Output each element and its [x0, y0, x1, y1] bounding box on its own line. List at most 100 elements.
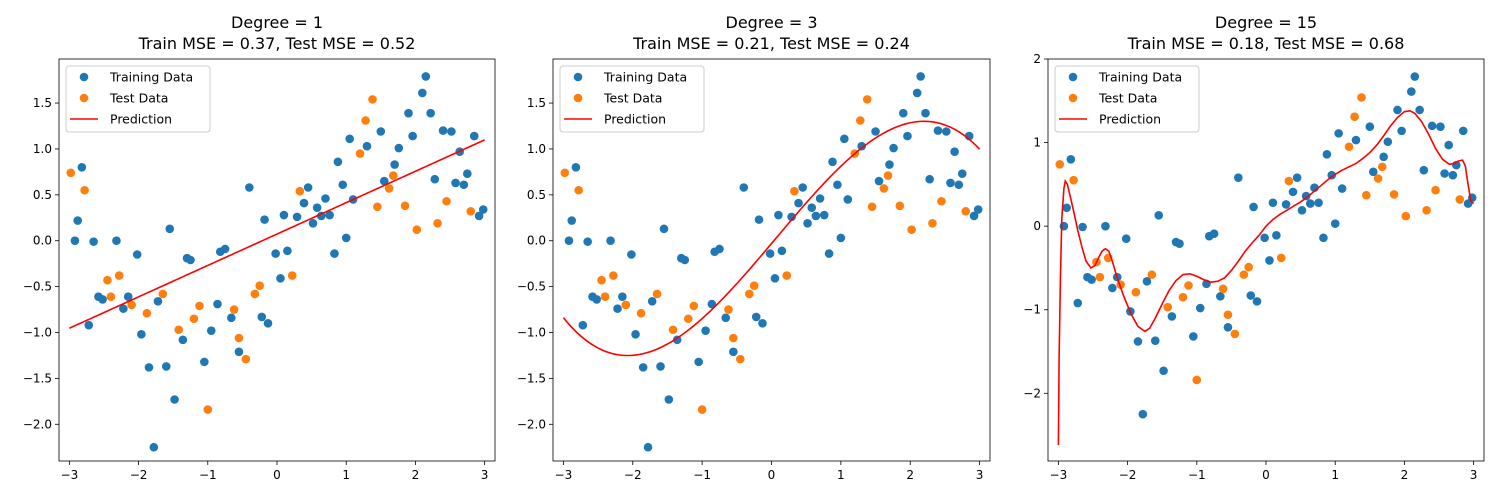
- training-point: [1383, 137, 1393, 147]
- training-point: [330, 249, 339, 258]
- training-point: [613, 304, 622, 313]
- training-point: [186, 255, 195, 265]
- test-point: [668, 325, 678, 335]
- test-point: [1357, 93, 1366, 102]
- x-tick-label: 2: [1401, 468, 1409, 482]
- training-point: [161, 362, 171, 371]
- training-point: [647, 297, 657, 306]
- training-point: [1351, 135, 1361, 145]
- training-point: [451, 178, 460, 188]
- training-point: [1305, 199, 1315, 208]
- training-point: [564, 236, 574, 246]
- training-point: [257, 312, 267, 322]
- training-point: [912, 88, 922, 98]
- training-point: [819, 210, 829, 220]
- test-point: [103, 275, 112, 285]
- training-point: [664, 395, 674, 404]
- y-tick-label: 0.5: [527, 188, 546, 202]
- training-point: [1159, 366, 1168, 376]
- training-point: [1108, 283, 1117, 293]
- x-tick-label: −2: [624, 468, 642, 482]
- training-point: [1175, 239, 1184, 249]
- training-point: [715, 244, 724, 254]
- y-tick-label: −1.5: [23, 371, 52, 385]
- training-point: [245, 183, 254, 192]
- training-point: [571, 163, 581, 172]
- training-point: [707, 299, 717, 309]
- test-point: [937, 196, 946, 206]
- training-point: [1440, 169, 1449, 178]
- training-point: [627, 250, 636, 259]
- training-point: [1322, 149, 1332, 159]
- legend-test-label: Test Data: [1098, 91, 1157, 106]
- training-point: [112, 236, 121, 246]
- test-point: [961, 207, 971, 216]
- test-point: [195, 301, 204, 311]
- training-point: [1415, 105, 1424, 115]
- training-point: [811, 211, 821, 221]
- test-point: [697, 405, 707, 414]
- test-point: [1239, 270, 1249, 279]
- training-point: [754, 215, 764, 224]
- training-point: [1189, 332, 1198, 341]
- training-point: [206, 326, 216, 335]
- training-point: [312, 203, 322, 212]
- training-point: [957, 169, 967, 179]
- training-point: [1410, 72, 1420, 81]
- training-point: [751, 312, 761, 322]
- test-point: [879, 184, 889, 193]
- test-point: [189, 314, 199, 324]
- subplot-title-line1: Degree = 1: [231, 13, 323, 32]
- test-point: [1276, 253, 1286, 263]
- training-point: [871, 127, 880, 136]
- plot-area: [1055, 72, 1477, 446]
- test-point: [895, 201, 905, 211]
- test-point: [66, 168, 76, 178]
- test-point: [1422, 205, 1431, 215]
- test-point: [361, 116, 370, 125]
- training-point: [898, 108, 908, 118]
- training-point: [77, 163, 87, 172]
- legend-test-marker: [79, 93, 89, 103]
- test-point: [790, 186, 799, 196]
- x-tick-label: −3: [1050, 468, 1068, 482]
- training-point: [1393, 105, 1402, 115]
- training-point: [798, 183, 808, 192]
- test-point: [729, 333, 738, 343]
- y-tick-label: −2.0: [517, 417, 546, 431]
- training-point: [292, 212, 302, 222]
- test-point: [560, 168, 570, 178]
- training-point: [1427, 121, 1437, 131]
- test-point: [600, 292, 610, 302]
- test-point: [1095, 272, 1105, 282]
- axes-frame: [1047, 58, 1485, 462]
- training-point: [447, 127, 456, 136]
- legend: Training Data Test Data Prediction: [65, 65, 211, 133]
- training-point: [165, 224, 175, 234]
- training-point: [474, 211, 484, 221]
- training-point: [178, 335, 188, 345]
- training-point: [1272, 231, 1281, 240]
- training-point: [98, 295, 107, 304]
- training-point: [950, 147, 959, 156]
- legend-test-marker: [573, 93, 583, 103]
- test-point: [433, 218, 442, 228]
- training-point: [463, 169, 472, 179]
- subplot-title-line2: Train MSE = 0.21, Test MSE = 0.24: [632, 34, 910, 53]
- training-point: [1078, 222, 1087, 232]
- legend-prediction-label: Prediction: [604, 112, 666, 127]
- training-point: [325, 210, 334, 220]
- test-point: [1455, 195, 1465, 204]
- test-point: [1431, 185, 1440, 195]
- x-tick-label: 3: [481, 468, 489, 482]
- legend-train-marker: [1068, 72, 1078, 82]
- training-point: [638, 363, 648, 372]
- x-tick-label: −2: [130, 468, 148, 482]
- training-point: [1121, 234, 1131, 243]
- training-point: [721, 313, 731, 323]
- training-point: [765, 249, 775, 258]
- training-point: [925, 174, 934, 184]
- x-tick-label: 0: [273, 468, 281, 482]
- subplot-title-line2: Train MSE = 0.37, Test MSE = 0.52: [138, 34, 416, 53]
